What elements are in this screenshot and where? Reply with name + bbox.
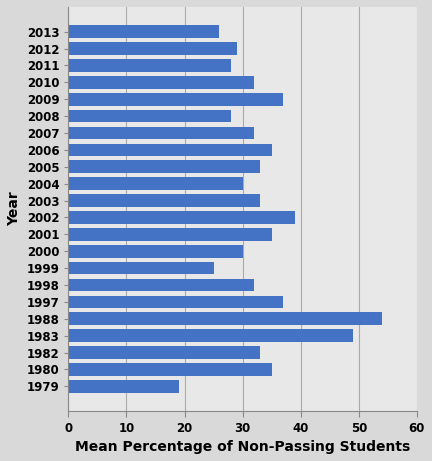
Bar bbox=[68, 313, 382, 325]
Bar bbox=[68, 194, 260, 207]
Bar bbox=[68, 110, 231, 123]
Bar bbox=[68, 59, 231, 72]
X-axis label: Mean Percentage of Non-Passing Students: Mean Percentage of Non-Passing Students bbox=[75, 440, 410, 454]
Bar bbox=[68, 346, 260, 359]
Bar bbox=[68, 380, 179, 393]
Bar bbox=[68, 42, 237, 55]
Bar bbox=[68, 177, 243, 190]
Bar bbox=[68, 363, 272, 376]
Bar bbox=[68, 245, 243, 258]
Y-axis label: Year: Year bbox=[7, 192, 21, 226]
Bar bbox=[68, 160, 260, 173]
Bar bbox=[68, 279, 254, 291]
Bar bbox=[68, 143, 272, 156]
Bar bbox=[68, 25, 219, 38]
Bar bbox=[68, 76, 254, 89]
Bar bbox=[68, 329, 353, 342]
Bar bbox=[68, 211, 295, 224]
Bar bbox=[68, 228, 272, 241]
Bar bbox=[68, 127, 254, 139]
Bar bbox=[68, 296, 283, 308]
Bar bbox=[68, 93, 283, 106]
Bar bbox=[68, 262, 213, 274]
